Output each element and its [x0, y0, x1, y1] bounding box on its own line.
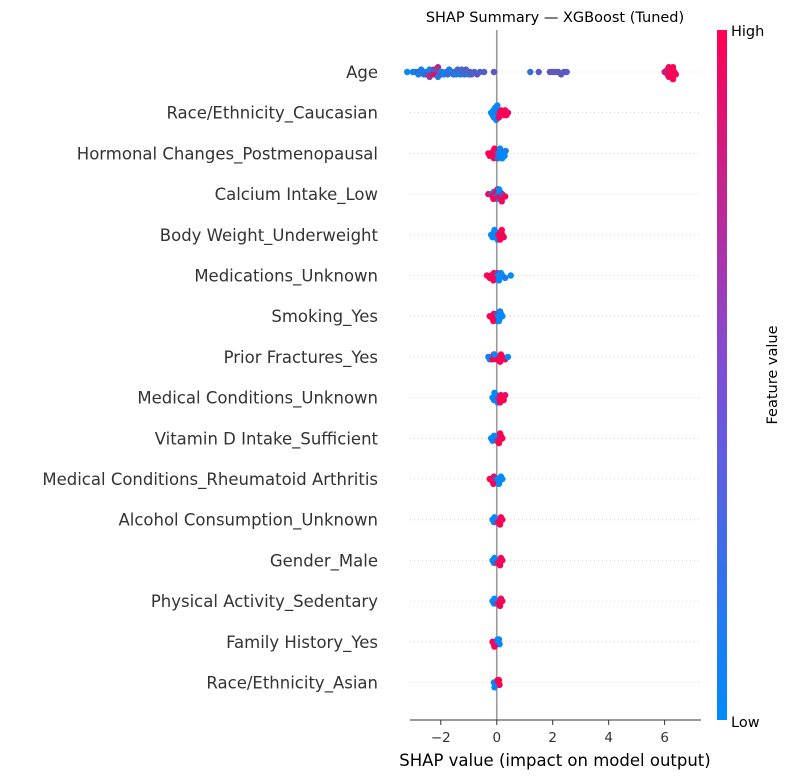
colorbar-title: Feature value	[765, 325, 781, 424]
shap-point	[495, 480, 503, 487]
x-axis-title: SHAP value (impact on model output)	[399, 751, 710, 770]
feature-label: Medical Conditions_Unknown	[137, 389, 378, 409]
shap-point	[496, 521, 504, 528]
shap-point	[404, 68, 411, 76]
shap-point	[494, 102, 501, 109]
shap-point	[504, 353, 512, 361]
shap-point	[490, 277, 497, 284]
shap-point	[499, 313, 506, 320]
shap-point	[496, 430, 504, 437]
feature-label: Age	[346, 63, 378, 82]
shap-point	[495, 439, 503, 447]
x-tick-label: 2	[548, 730, 557, 746]
shap-point	[415, 71, 422, 78]
feature-label: Calcium Intake_Low	[215, 185, 378, 205]
shap-point	[527, 68, 534, 76]
shap-point	[669, 76, 677, 83]
feature-label: Vitamin D Intake_Sufficient	[155, 429, 379, 449]
shap-point	[496, 358, 504, 365]
shap-point	[507, 272, 514, 279]
shap-point	[491, 514, 498, 521]
shap-point	[501, 193, 509, 200]
shap-point	[490, 480, 497, 487]
feature-label: Smoking_Yes	[271, 307, 378, 327]
shap-point	[672, 71, 680, 78]
shap-point	[491, 432, 498, 440]
colorbar-high-label: High	[731, 24, 764, 40]
shap-point	[503, 111, 510, 119]
shap-points	[404, 63, 680, 691]
shap-point	[563, 68, 570, 76]
colorbar-low-label: Low	[731, 715, 760, 731]
shap-point	[496, 308, 504, 315]
shap-point	[498, 226, 505, 234]
shap-point	[501, 274, 509, 282]
shap-point	[495, 636, 503, 643]
feature-label: Medical Conditions_Rheumatoid Arthritis	[42, 470, 378, 490]
feature-label: Hormonal Changes_Postmenopausal	[77, 144, 378, 164]
shap-point	[495, 114, 503, 121]
shap-point	[501, 392, 509, 399]
shap-point	[491, 684, 498, 691]
shap-point	[490, 195, 497, 203]
shap-point	[491, 389, 498, 396]
shap-point	[495, 676, 503, 684]
row-gridlines	[410, 71, 701, 683]
shap-point	[434, 63, 442, 71]
shap-point	[499, 557, 506, 564]
shap-point	[490, 317, 497, 325]
shap-point	[502, 147, 509, 155]
shap-point	[496, 681, 503, 689]
shap-point	[499, 516, 506, 523]
feature-label: Prior Fractures_Yes	[224, 348, 378, 368]
feature-label: Gender_Male	[270, 551, 378, 571]
shap-point	[499, 475, 506, 483]
x-axis-ticks: −2 0 2 4 6	[431, 720, 669, 746]
shap-point	[491, 145, 498, 152]
feature-label: Race/Ethnicity_Caucasian	[166, 104, 378, 124]
feature-label: Race/Ethnicity_Asian	[206, 674, 378, 694]
shap-point	[496, 641, 503, 648]
shap-point	[491, 643, 498, 650]
colorbar	[717, 30, 727, 720]
shap-point	[499, 435, 506, 442]
feature-label: Family History_Yes	[226, 633, 378, 653]
shap-point	[496, 602, 504, 610]
shap-point	[496, 236, 504, 243]
shap-point	[490, 68, 498, 76]
shap-point	[495, 317, 503, 325]
shap-point	[480, 68, 488, 76]
shap-point	[495, 186, 503, 193]
x-tick-label: −2	[431, 730, 451, 746]
shap-point	[499, 597, 506, 605]
feature-label: Medications_Unknown	[194, 267, 378, 287]
shap-point	[491, 554, 498, 562]
shap-point	[496, 399, 504, 406]
shap-point	[496, 562, 504, 569]
shap-point	[491, 351, 498, 358]
x-tick-label: 6	[660, 730, 669, 746]
x-tick-label: 0	[492, 730, 501, 746]
x-tick-label: 4	[604, 730, 613, 746]
feature-labels: Age Race/Ethnicity_Caucasian Hormonal Chan…	[42, 63, 378, 694]
shap-point	[535, 68, 542, 76]
shap-point	[498, 198, 505, 205]
feature-label: Body Weight_Underweight	[160, 226, 379, 246]
shap-point	[495, 277, 503, 284]
chart-title: SHAP Summary — XGBoost (Tuned)	[426, 10, 684, 26]
shap-point	[669, 63, 677, 71]
shap-point	[491, 595, 498, 602]
shap-point	[491, 226, 498, 234]
feature-label: Alcohol Consumption_Unknown	[118, 511, 378, 531]
shap-point	[499, 155, 506, 162]
shap-point	[496, 145, 504, 152]
feature-label: Physical Activity_Sedentary	[151, 592, 378, 612]
